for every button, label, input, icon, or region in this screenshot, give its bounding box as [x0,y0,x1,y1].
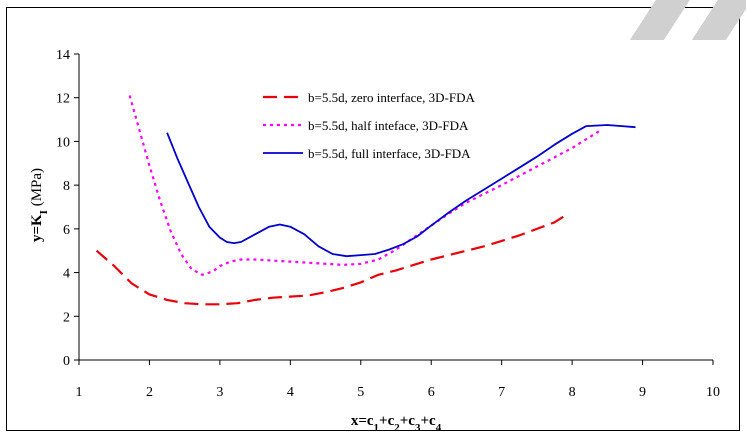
chart-frame [6,7,740,431]
x-tick-label: 6 [428,385,435,400]
x-tick-label: 7 [498,385,505,400]
x-tick-labels: 1 2 3 4 5 6 7 8 9 10 [76,385,721,400]
series-line-3 [166,124,636,258]
x-tick-label: 10 [706,385,720,400]
y-tick-label: 4 [63,267,70,282]
y-tick-label: 14 [56,48,70,63]
series-line-2 [128,95,601,276]
legend-label-1: b=5.5d, zero interface, 3D-FDA [308,90,475,105]
y-tick-label: 2 [63,310,70,325]
x-tick-label: 4 [287,385,294,400]
legend-label-3: b=5.5d, full interface, 3D-FDA [308,146,471,161]
x-axis-label: x=c1+c2+c3+c4 [351,413,442,434]
series-line-1 [95,214,566,306]
x-tick-label: 8 [569,385,576,400]
y-tick-label: 10 [56,135,70,150]
y-tick-labels: 0 2 4 6 8 10 12 14 [56,48,70,369]
x-tick-label: 9 [639,385,646,400]
axes [74,53,714,365]
x-tick-label: 2 [146,385,153,400]
y-tick-label: 6 [63,223,70,238]
y-tick-label: 12 [56,92,70,107]
y-tick-label: 0 [63,354,70,369]
series-lines [95,95,636,306]
x-tick-label: 1 [76,385,83,400]
y-axis-label: y=KI (MPa) [29,168,50,242]
legend-label-2: b=5.5d, half inteface, 3D-FDA [308,118,469,133]
x-tick-label: 5 [357,385,364,400]
y-tick-label: 8 [63,179,70,194]
legend: b=5.5d, zero interface, 3D-FDA b=5.5d, ha… [263,90,475,161]
x-tick-label: 3 [216,385,223,400]
